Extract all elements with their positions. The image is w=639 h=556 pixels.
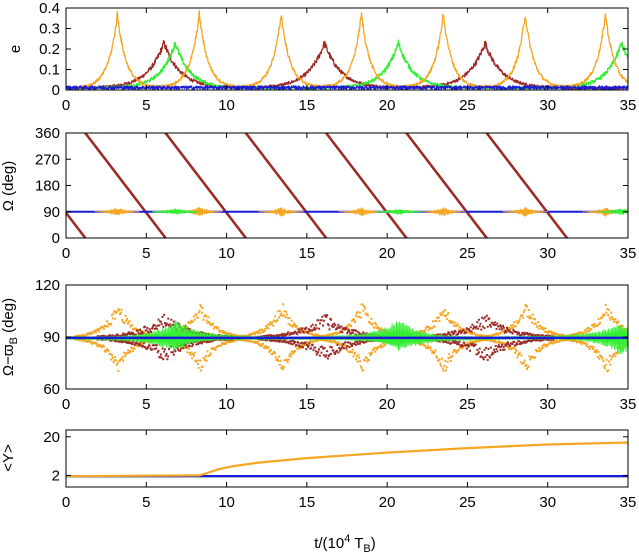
y-tick-label: 90 bbox=[43, 204, 60, 221]
panel-omega-minus-varpi-ylabel: Ω−ϖB (deg) bbox=[0, 298, 20, 376]
y-tick-label: 360 bbox=[35, 125, 60, 142]
panel-omega-minus-varpi: 0 5 10 15 20 25 30 35 60 90 120 Ω−ϖB (deg) bbox=[0, 277, 636, 413]
x-tick-label: 30 bbox=[539, 245, 556, 262]
y-tick-label: 0 bbox=[52, 230, 60, 247]
x-tick-label: 25 bbox=[459, 245, 476, 262]
series-brown-band bbox=[83, 133, 168, 238]
x-tick-label: 20 bbox=[379, 494, 396, 511]
y-tick-label: 0.2 bbox=[39, 41, 60, 58]
panel-omega-frame bbox=[65, 132, 629, 239]
series-brown-band bbox=[485, 133, 569, 238]
ylabel-unit: (deg) bbox=[0, 298, 17, 337]
ylabel-main: Ω−ϖ bbox=[0, 344, 17, 376]
y-tick-label: 270 bbox=[35, 151, 60, 168]
x-axis-label: t/(104 TB) bbox=[314, 533, 376, 555]
series-brown-band bbox=[404, 133, 489, 238]
series-brown bbox=[66, 40, 628, 90]
x-tick-label: 15 bbox=[299, 245, 316, 262]
xlabel-subscript: B bbox=[363, 543, 370, 555]
x-tick-label: 0 bbox=[62, 245, 70, 262]
x-tick-label: 0 bbox=[62, 97, 70, 114]
series-brown-band bbox=[324, 133, 409, 238]
y-tick-label: 0.4 bbox=[39, 0, 60, 17]
series-brown-band bbox=[163, 133, 248, 238]
y-tick-label: 0.1 bbox=[39, 62, 60, 79]
series-orange bbox=[66, 441, 628, 478]
x-tick-label: 30 bbox=[539, 396, 556, 413]
x-tick-label: 5 bbox=[142, 494, 150, 511]
x-tick-label: 25 bbox=[459, 97, 476, 114]
x-tick-label: 10 bbox=[218, 396, 235, 413]
x-tick-label: 30 bbox=[539, 494, 556, 511]
x-tick-label: 5 bbox=[142, 245, 150, 262]
panel-mean-y-frame bbox=[65, 429, 629, 488]
y-tick-label: 120 bbox=[35, 277, 60, 294]
series-green bbox=[66, 39, 628, 90]
y-tick-label: 2 bbox=[52, 467, 60, 484]
x-tick-label: 30 bbox=[539, 97, 556, 114]
x-tick-label: 20 bbox=[379, 97, 396, 114]
series-blue bbox=[66, 85, 628, 90]
x-tick-label: 20 bbox=[379, 245, 396, 262]
x-tick-label: 35 bbox=[620, 97, 637, 114]
panel-eccentricity-ylabel: e bbox=[7, 45, 24, 53]
x-tick-label: 10 bbox=[218, 494, 235, 511]
x-tick-label: 15 bbox=[299, 97, 316, 114]
xlabel-main: t/(10 bbox=[314, 535, 344, 552]
xlabel-end: ) bbox=[371, 535, 376, 552]
x-tick-label: 5 bbox=[142, 396, 150, 413]
y-tick-label: 180 bbox=[35, 178, 60, 195]
x-tick-label: 20 bbox=[379, 396, 396, 413]
x-tick-label: 5 bbox=[142, 97, 150, 114]
y-tick-label: 90 bbox=[43, 329, 60, 346]
panel-omega: 0 5 10 15 20 25 30 35 0 90 180 270 360 Ω (deg) bbox=[0, 125, 637, 262]
x-tick-label: 35 bbox=[620, 494, 637, 511]
xlabel-superscript: 4 bbox=[344, 533, 350, 545]
x-tick-label: 35 bbox=[620, 396, 637, 413]
ylabel-subscript: B bbox=[8, 337, 20, 344]
y-tick-label: 20 bbox=[43, 429, 60, 446]
series-brown-band bbox=[66, 210, 87, 238]
y-tick-label: 60 bbox=[43, 381, 60, 398]
x-tick-label: 15 bbox=[299, 494, 316, 511]
series-green bbox=[152, 208, 628, 215]
x-tick-label: 25 bbox=[459, 494, 476, 511]
x-tick-label: 25 bbox=[459, 396, 476, 413]
y-tick-label: 0.3 bbox=[39, 21, 60, 38]
panel-mean-y: 0 5 10 15 20 25 30 35 2 20 <Y> t/(104 TB) bbox=[0, 429, 636, 555]
x-tick-label: 10 bbox=[218, 245, 235, 262]
x-tick-label: 10 bbox=[218, 97, 235, 114]
xlabel-mid: T bbox=[350, 535, 363, 552]
y-tick-label: 0 bbox=[52, 82, 60, 99]
x-tick-label: 0 bbox=[62, 396, 70, 413]
series-brown-band bbox=[244, 133, 328, 238]
panel-mean-y-ylabel: <Y> bbox=[0, 444, 17, 472]
panel-omega-ylabel: Ω (deg) bbox=[0, 161, 17, 211]
x-tick-label: 0 bbox=[62, 494, 70, 511]
x-tick-label: 15 bbox=[299, 396, 316, 413]
x-tick-label: 35 bbox=[620, 245, 637, 262]
panel-eccentricity: 0 5 10 15 20 25 30 35 0 0.1 0.2 0.3 0.4 e bbox=[7, 0, 636, 114]
